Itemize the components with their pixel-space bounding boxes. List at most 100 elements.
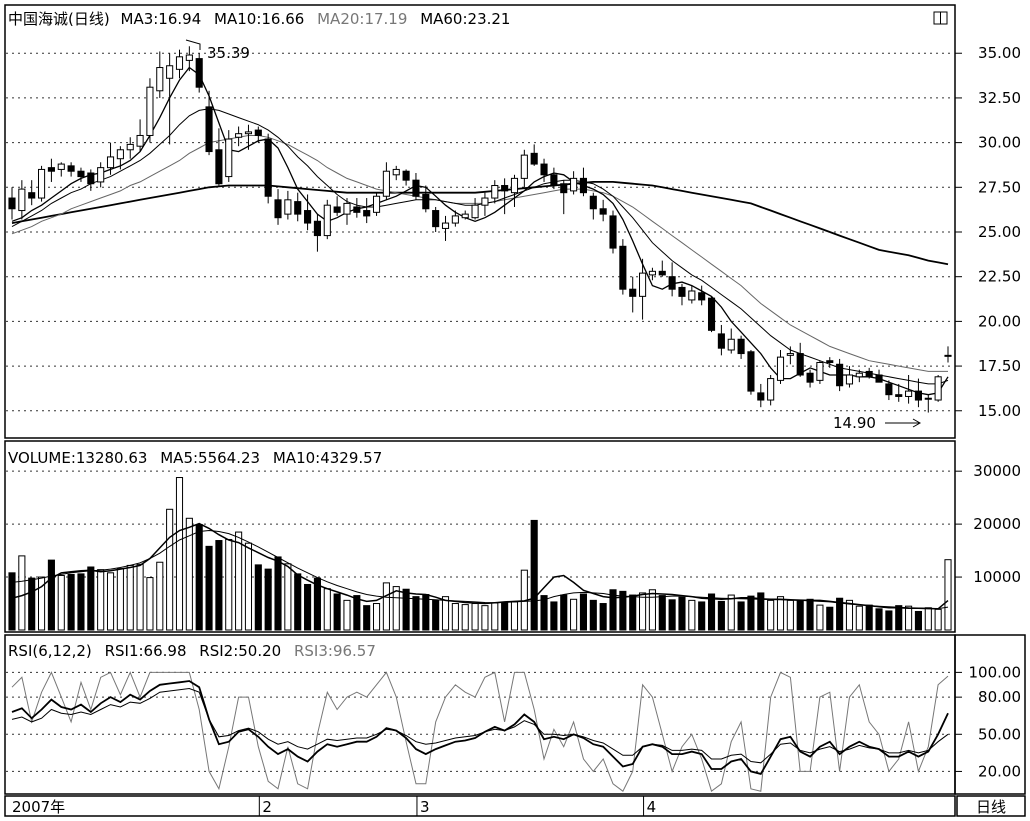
- volume-tick-label: 20000: [973, 515, 1021, 533]
- price-moving-averages: [11, 66, 949, 396]
- volume-bar: [77, 573, 85, 631]
- candle: [106, 142, 115, 175]
- candle: [648, 267, 656, 281]
- candle-body: [767, 378, 775, 401]
- candle-body: [757, 392, 765, 401]
- month-markers: 2 3 4: [258, 796, 657, 816]
- candle: [372, 192, 381, 216]
- candle: [156, 51, 164, 98]
- rsi-axis-frame: [954, 634, 1026, 795]
- candle: [244, 124, 253, 150]
- volume-bar: [205, 545, 213, 631]
- candle: [836, 358, 844, 392]
- candle-body: [215, 149, 223, 185]
- volume-bar: [510, 601, 519, 631]
- candle-body: [422, 193, 430, 210]
- rsi2-label: RSI2:50.20: [199, 642, 281, 660]
- volume-bars: [8, 477, 952, 631]
- volume-bar: [924, 607, 932, 631]
- candle-body: [540, 163, 548, 176]
- candle-body: [905, 390, 913, 397]
- candle: [865, 367, 873, 379]
- volume-bar: [87, 566, 95, 631]
- candle-body: [737, 338, 745, 355]
- candle: [175, 49, 184, 79]
- volume-bar: [796, 600, 804, 631]
- candle: [47, 158, 55, 182]
- candle-body: [924, 397, 932, 400]
- volume-bar: [274, 556, 282, 631]
- rsi-tick-label: 50.00: [978, 725, 1021, 743]
- ma3-line: [11, 66, 949, 396]
- candle: [136, 119, 144, 152]
- volume-bar: [225, 538, 233, 631]
- candle: [806, 369, 814, 388]
- price-tick-label: 27.50: [978, 178, 1021, 196]
- volume-bar: [294, 573, 302, 631]
- volume-bar: [116, 568, 124, 631]
- volume-bar: [195, 524, 203, 631]
- candle: [776, 349, 785, 384]
- volume-bar: [136, 563, 144, 631]
- volume-tick-label: 10000: [973, 568, 1021, 586]
- volume-bar: [392, 586, 400, 631]
- candle-body: [402, 170, 410, 181]
- candle: [737, 335, 745, 359]
- candle-body: [501, 185, 509, 192]
- candle-body: [363, 210, 371, 217]
- candle: [816, 360, 824, 384]
- axis-ticks: 35.00 32.50 30.00 27.50 25.00 22.50 20.00 17.50…: [955, 44, 1021, 780]
- candle: [116, 146, 124, 170]
- candle-body: [836, 363, 844, 387]
- price-tick-label: 35.00: [978, 44, 1021, 62]
- candle: [294, 192, 302, 222]
- candle-body: [717, 333, 725, 349]
- candle-body: [609, 215, 617, 249]
- candle-body: [668, 276, 676, 290]
- ma20-line: [11, 135, 948, 372]
- volume-bar: [836, 597, 844, 631]
- candle: [274, 189, 282, 225]
- candle: [18, 180, 26, 220]
- candle: [166, 53, 174, 145]
- candle-body: [944, 354, 952, 357]
- volume-ma10-label: MA10:4329.57: [273, 449, 382, 467]
- candle: [560, 180, 568, 215]
- svg-text:RSI(6,12,2) RSI1:66.98: RSI(6,12,2) RSI1:66.98 RSI2:50.20 RSI3:9…: [8, 642, 376, 660]
- month-label: 3: [420, 798, 430, 816]
- candle-body: [806, 372, 814, 383]
- candle-body: [796, 353, 804, 376]
- candle-body: [67, 165, 75, 172]
- volume-bar: [737, 601, 745, 631]
- candle-body: [47, 167, 55, 172]
- candle: [688, 285, 696, 304]
- candle: [757, 383, 765, 408]
- candle-body: [678, 286, 686, 297]
- rsi2-line: [11, 687, 949, 764]
- period-box[interactable]: [956, 795, 1026, 817]
- month-label: 4: [647, 798, 657, 816]
- square-icon[interactable]: [933, 11, 948, 25]
- ma3-label: MA3:16.94: [121, 10, 202, 28]
- candle-body: [432, 210, 440, 228]
- rsi-title: RSI(6,12,2): [8, 642, 92, 660]
- volume-bar: [501, 601, 509, 631]
- volume-bar: [67, 573, 75, 631]
- period-label[interactable]: 日线: [976, 798, 1006, 816]
- ma60-label: MA60:23.21: [420, 10, 510, 28]
- price-tick-label: 15.00: [978, 402, 1021, 420]
- volume-bar: [8, 572, 16, 631]
- volume-bar: [18, 555, 26, 631]
- volume-bar: [323, 588, 331, 631]
- high-annotation: 35.39: [185, 39, 250, 62]
- candle: [254, 126, 262, 143]
- rsi-tick-label: 80.00: [978, 688, 1021, 706]
- candle-body: [786, 353, 794, 356]
- candle: [313, 214, 321, 252]
- candle: [461, 210, 469, 220]
- volume-bar: [639, 592, 647, 631]
- volume-bar: [284, 563, 292, 631]
- candle-body: [116, 149, 124, 160]
- ma10-label: MA10:16.66: [214, 10, 304, 28]
- candle: [126, 137, 134, 159]
